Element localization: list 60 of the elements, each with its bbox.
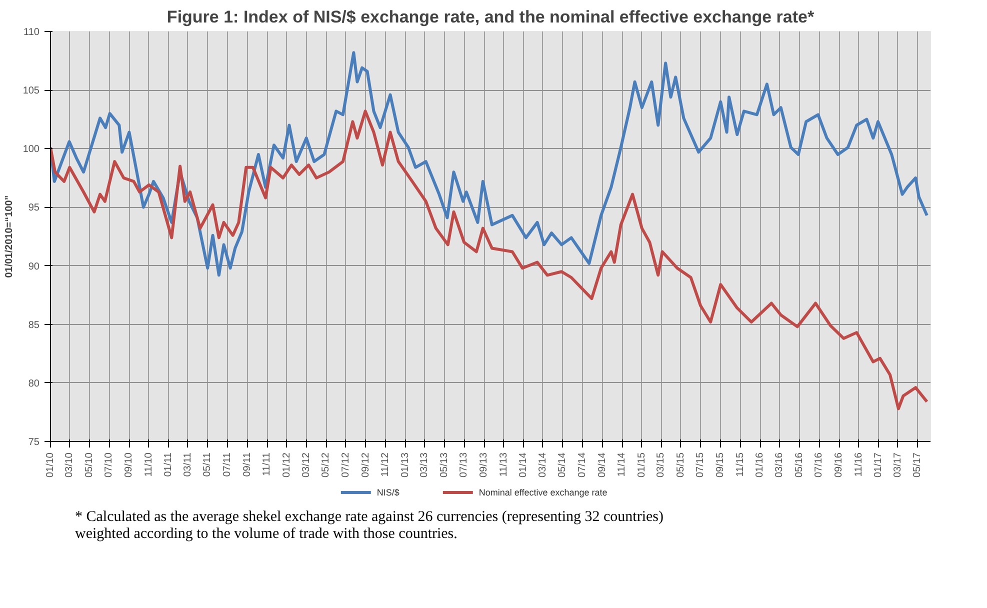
y-tick-label: 90 <box>28 261 40 272</box>
x-tick-label: 07/10 <box>104 452 115 478</box>
x-tick-label: 09/14 <box>596 452 608 478</box>
y-tick-label: 75 <box>28 437 40 448</box>
x-tick-label: 09/10 <box>124 452 135 478</box>
x-tick-label: 03/13 <box>419 452 430 478</box>
x-tick-label: 09/12 <box>360 452 372 478</box>
x-tick-label: 11/10 <box>143 452 154 477</box>
x-tick-label: 01/11 <box>163 452 174 477</box>
x-tick-label: 05/16 <box>794 452 805 478</box>
x-tick-label: 03/17 <box>892 452 904 478</box>
x-tick-label: 09/16 <box>834 452 845 478</box>
legend-label: NIS/$ <box>376 488 400 498</box>
line-series <box>50 110 928 410</box>
text: * Calculated as the average shekel exchange rate against 26 currencies (representing 32 countries) weighted according to the volume of trade with those countries. <box>75 509 664 543</box>
x-tick-label: 03/11 <box>182 452 194 477</box>
x-tick-label: 11/15 <box>734 452 746 477</box>
x-tick-label: 05/13 <box>438 452 450 478</box>
y-tick-label: 100 <box>22 144 40 156</box>
y-tick-label: 95 <box>28 202 40 214</box>
x-tick-label: 11/14 <box>616 452 628 477</box>
x-tick-label: 11/12 <box>380 452 392 477</box>
x-tick-label: 05/15 <box>675 452 686 478</box>
x-tick-label: 05/14 <box>557 452 568 478</box>
x-tick-label: 11/13 <box>498 452 510 477</box>
x-tick-label: 01/10 <box>45 452 56 478</box>
y-tick-label: 110 <box>24 27 40 38</box>
x-tick-label: 03/10 <box>64 452 76 478</box>
x-tick-label: 03/12 <box>300 452 312 478</box>
x-tick-label: 07/16 <box>814 452 825 478</box>
y-tick-label: 85 <box>28 320 40 331</box>
x-tick-label: 05/10 <box>84 452 95 478</box>
x-tick-label: 01/13 <box>400 452 411 478</box>
x-tick-label: 11/16 <box>853 452 864 477</box>
x-tick-label: 09/15 <box>715 452 726 478</box>
legend-label: Nominal effective exchange rate <box>478 488 608 498</box>
x-tick-label: 07/14 <box>576 452 588 478</box>
x-tick-label: 03/15 <box>656 452 667 478</box>
x-tick-label: 01/17 <box>873 452 884 478</box>
x-tick-label: 09/13 <box>478 452 490 478</box>
line-series <box>50 51 928 277</box>
x-tick-label: 07/12 <box>340 452 352 478</box>
x-tick-label: 01/15 <box>636 452 648 478</box>
x-tick-label: 05/12 <box>320 452 332 478</box>
y-axis-title: 01/01/2010=“100” <box>4 195 15 278</box>
x-tick-label: 01/16 <box>754 452 766 478</box>
x-tick-label: 05/11 <box>202 452 214 477</box>
x-tick-label: 09/11 <box>242 452 253 477</box>
x-tick-label: 07/13 <box>458 452 470 478</box>
x-tick-label: 01/14 <box>518 452 530 478</box>
y-tick-label: 105 <box>22 86 40 97</box>
x-tick-label: 03/16 <box>774 452 786 478</box>
x-tick-label: 07/15 <box>695 452 706 478</box>
x-tick-label: 07/11 <box>222 452 233 477</box>
chart-title: Figure 1: Index of NIS/$ exchange rate, and the nominal effective exchange rate* <box>166 8 814 26</box>
x-tick-label: 05/17 <box>912 452 924 478</box>
x-tick-label: 03/14 <box>537 452 548 478</box>
x-tick-label: 11/11 <box>262 452 273 476</box>
x-tick-label: 01/12 <box>281 452 292 478</box>
y-tick-label: 80 <box>28 378 40 390</box>
